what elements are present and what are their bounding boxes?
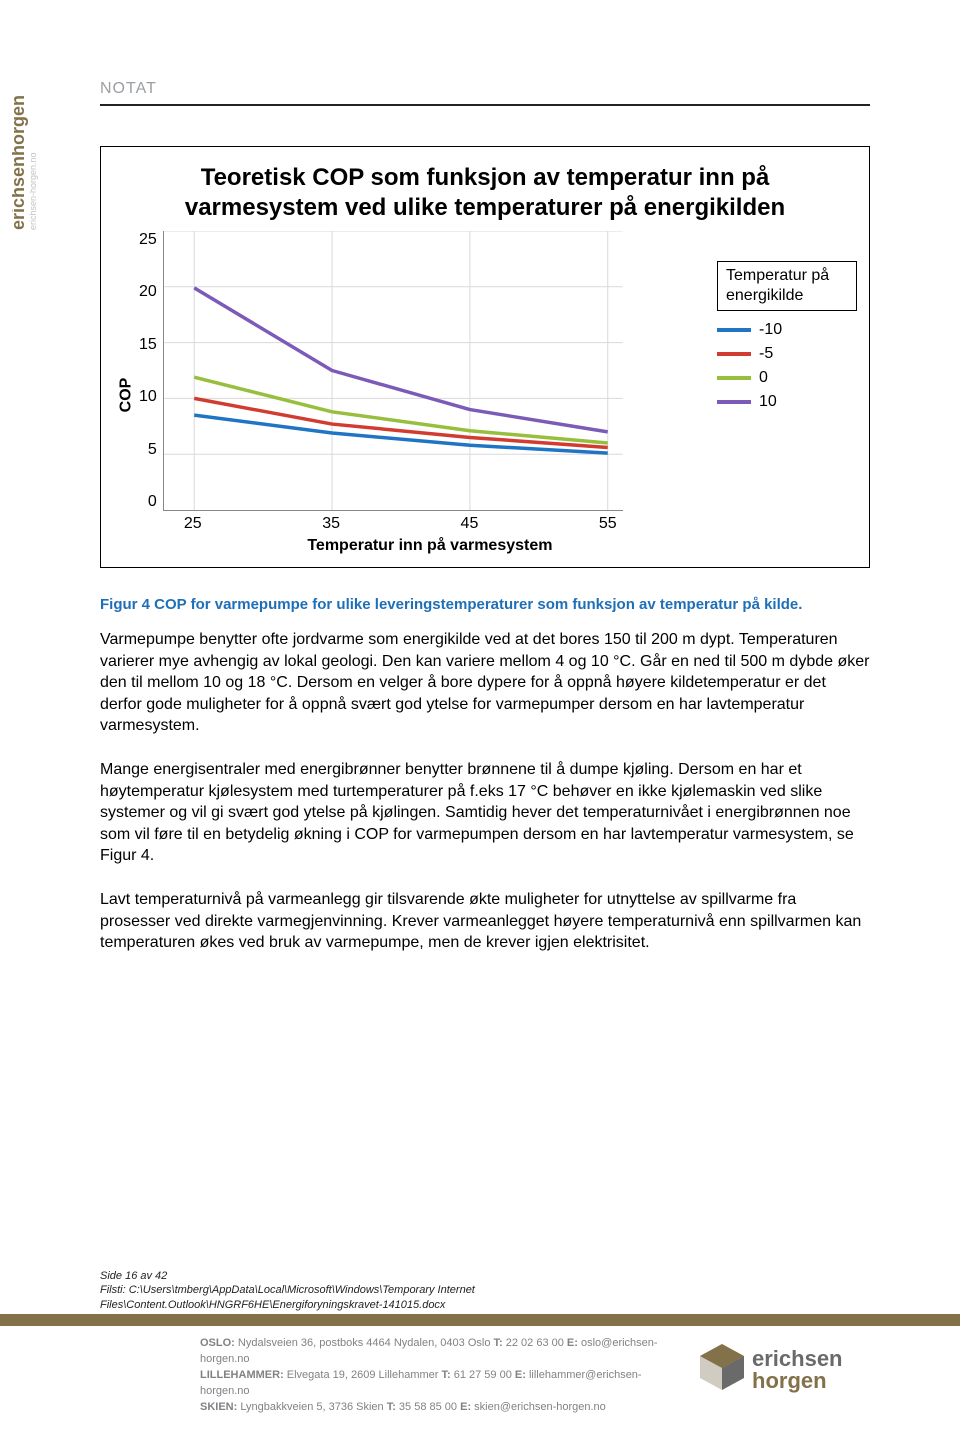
legend-item: -5 — [717, 345, 857, 363]
chart-legend: Temperatur på energikilde -10 -5 0 10 — [697, 231, 857, 559]
office-line: OSLO: Nydalsveien 36, postboks 4464 Nyda… — [200, 1336, 680, 1368]
legend-item: -10 — [717, 321, 857, 339]
svg-text:erichsenhorgen: erichsenhorgen — [12, 95, 28, 230]
legend-swatch — [717, 352, 751, 356]
legend-swatch — [717, 328, 751, 332]
legend-swatch — [717, 376, 751, 380]
legend-item: 0 — [717, 369, 857, 387]
figure-caption: Figur 4 COP for varmepumpe for ulike lev… — [100, 596, 870, 613]
legend-swatch — [717, 400, 751, 404]
vertical-brand-logo: erichsenhorgen erichsen-horgen.no — [12, 20, 40, 240]
document-type-label: NOTAT — [100, 80, 870, 98]
chart-ylabel: COP — [117, 378, 135, 413]
ytick-label: 15 — [139, 336, 157, 354]
body-paragraph: Varmepumpe benytter ofte jordvarme som e… — [100, 629, 870, 737]
chart-plot-area — [163, 231, 623, 511]
footer-bar: OSLO: Nydalsveien 36, postboks 4464 Nyda… — [0, 1314, 960, 1416]
xtick-label: 25 — [184, 515, 202, 533]
svg-text:horgen: horgen — [752, 1368, 827, 1393]
footer-logo: erichsen horgen — [700, 1336, 870, 1401]
ytick-label: 10 — [139, 388, 157, 406]
chart-xlabel: Temperatur inn på varmesystem — [163, 537, 697, 555]
ytick-label: 20 — [139, 283, 157, 301]
filepath-line1: C:\Users\tmberg\AppData\Local\Microsoft\… — [129, 1284, 475, 1296]
chart-yticks: 25 20 15 10 5 0 — [139, 231, 163, 511]
page-number: Side 16 av 42 — [100, 1269, 475, 1283]
legend-item: 10 — [717, 393, 857, 411]
ytick-label: 0 — [148, 493, 157, 511]
xtick-label: 45 — [461, 515, 479, 533]
chart-xticks: 25 35 45 55 — [163, 515, 623, 535]
body-paragraph: Mange energisentraler med energibrønner … — [100, 759, 870, 867]
office-line: SKIEN: Lyngbakkveien 5, 3736 Skien T: 35… — [200, 1400, 680, 1416]
legend-label: 10 — [759, 393, 777, 411]
legend-label: 0 — [759, 369, 768, 387]
cop-chart-container: Teoretisk COP som funksjon av temperatur… — [100, 146, 870, 568]
ytick-label: 25 — [139, 231, 157, 249]
svg-text:erichsen-horgen.no: erichsen-horgen.no — [28, 152, 38, 230]
office-contact-block: OSLO: Nydalsveien 36, postboks 4464 Nyda… — [200, 1336, 680, 1416]
body-paragraph: Lavt temperaturnivå på varmeanlegg gir t… — [100, 889, 870, 954]
header-rule — [100, 104, 870, 106]
filepath-line2: Files\Content.Outlook\HNGRF6HE\Energifor… — [100, 1298, 475, 1312]
xtick-label: 35 — [322, 515, 340, 533]
footer-page-meta: Side 16 av 42 Filsti: C:\Users\tmberg\Ap… — [100, 1269, 475, 1312]
xtick-label: 55 — [599, 515, 617, 533]
legend-label: -10 — [759, 321, 782, 339]
filepath-label: Filsti: — [100, 1284, 129, 1296]
chart-title: Teoretisk COP som funksjon av temperatur… — [153, 163, 817, 223]
ytick-label: 5 — [148, 441, 157, 459]
office-line: LILLEHAMMER: Elvegata 19, 2609 Lillehamm… — [200, 1368, 680, 1400]
legend-label: -5 — [759, 345, 773, 363]
body-text: Varmepumpe benytter ofte jordvarme som e… — [100, 629, 870, 954]
legend-title: Temperatur på energikilde — [717, 261, 857, 311]
